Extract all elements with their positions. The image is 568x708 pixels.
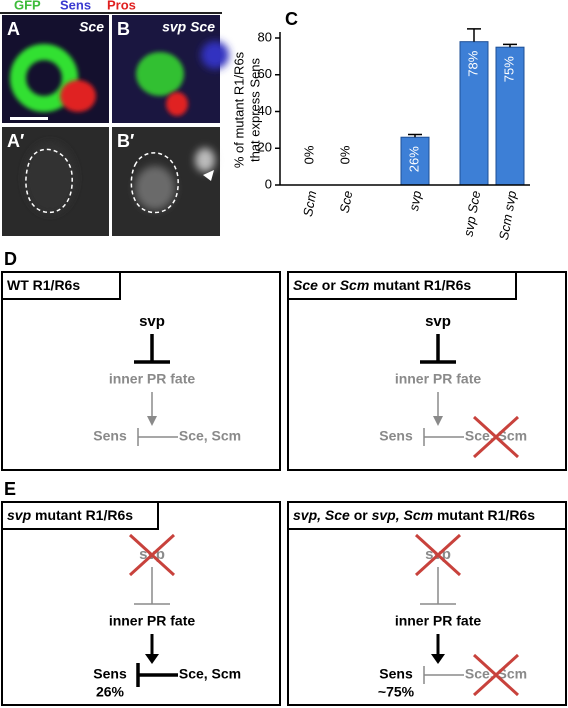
panel-label: C [285, 9, 298, 29]
diagram-title: Sce or Scm mutant R1/R6s [293, 277, 471, 293]
panel-label: A [7, 19, 20, 39]
genotype-label: Sce [79, 19, 104, 35]
inhibition [134, 567, 170, 605]
panel-label: E [4, 479, 16, 499]
node-svp: svp [425, 313, 451, 330]
diagram-title: svp, Sce or svp, Scm mutant R1/R6s [293, 507, 535, 523]
percent: 26% [96, 684, 125, 700]
node-sens: Sens [93, 428, 127, 444]
bar [459, 41, 489, 186]
y-tick-label: 0 [265, 176, 272, 191]
cross [472, 653, 520, 697]
error-bar [467, 28, 481, 42]
y-tick-label: 20 [258, 140, 272, 155]
panel-label: A′ [7, 131, 24, 151]
x-tick-label: svp [406, 190, 424, 213]
y-tick-label: 80 [258, 29, 272, 44]
title-part: svp, Sce [293, 507, 350, 523]
cross [414, 533, 462, 577]
value-label: 78% [465, 50, 480, 76]
title-part: svp, Scm [372, 507, 433, 523]
title-part: svp [7, 507, 32, 523]
arrowhead [147, 416, 157, 426]
node-sens: Sens [379, 666, 413, 682]
node-fate: inner PR fate [395, 371, 482, 387]
node-fate: inner PR fate [395, 613, 482, 629]
title-part: Sce [293, 277, 318, 293]
inhibition [420, 567, 456, 605]
arrowhead [431, 654, 445, 664]
y-tick-label: 40 [258, 103, 272, 118]
inhibition [420, 334, 456, 364]
title-box [287, 501, 567, 530]
channel-label: Sens [60, 0, 91, 12]
diagram-title: svp mutant R1/R6s [7, 507, 133, 523]
cross [128, 533, 176, 577]
node-sce-scm: Sce, Scm [179, 428, 241, 444]
title-part: mutant R1/R6s [433, 507, 535, 523]
node-fate: inner PR fate [109, 371, 196, 387]
y-axis-label: that express Sens [247, 57, 262, 162]
channel-label: GFP [14, 0, 41, 12]
value-label: 0% [301, 145, 316, 164]
inhibition [423, 666, 464, 684]
value-label: 0% [337, 145, 352, 164]
value-label: 75% [501, 56, 516, 82]
y-axis-label: % of mutant R1/R6s [231, 51, 246, 168]
node-sens: Sens [379, 428, 413, 444]
inhibition [137, 428, 178, 446]
panel-label: D [4, 249, 17, 269]
inhibition [423, 428, 464, 446]
node-sens: Sens [93, 666, 127, 682]
error-bar [503, 43, 517, 48]
diagrams: WT R1/R6s svp inner PR fate Sens Sce, Scm Sce… [1, 271, 567, 706]
micrograph [2, 127, 109, 236]
inhibition [134, 334, 170, 364]
title-part: or [350, 507, 372, 523]
y-tick-label: 60 [258, 66, 272, 81]
arrowhead [145, 654, 159, 664]
channel-label: Pros [107, 0, 136, 12]
node-fate: inner PR fate [109, 613, 196, 629]
x-tick-label: Sce [337, 190, 356, 215]
error-bar [408, 133, 422, 138]
micrograph [2, 15, 109, 123]
title-box [287, 271, 517, 300]
node-svp: svp [139, 313, 165, 330]
legend-rule [0, 12, 222, 14]
inhibition [136, 663, 178, 687]
x-tick-label: Scm svp [496, 190, 519, 242]
percent: ~75% [378, 684, 415, 700]
title-box [1, 271, 121, 300]
title-part: Scm [340, 277, 370, 293]
title-part: mutant R1/R6s [31, 507, 133, 523]
micrograph [112, 127, 220, 236]
x-tick-label: Scm [300, 189, 319, 217]
panel-label: B′ [117, 131, 134, 151]
arrowhead [433, 416, 443, 426]
node-sce-scm: Sce, Scm [179, 666, 241, 682]
bar [400, 136, 430, 186]
cross [472, 415, 520, 459]
genotype-label: svp Sce [162, 19, 215, 35]
value-label: 26% [406, 146, 421, 172]
bar-chart: 0 20 40 60 80 % of mutant R1/R6s that express … [231, 28, 530, 242]
panel-label: B [117, 19, 130, 39]
x-tick-label: svp Sce [461, 190, 484, 238]
title-part: mutant R1/R6s [369, 277, 471, 293]
diagram-title: WT R1/R6s [7, 277, 80, 293]
diagram-box [1, 271, 281, 471]
micrograph [112, 15, 229, 123]
bar [495, 46, 525, 186]
title-part: or [318, 277, 340, 293]
title-box [1, 501, 159, 530]
title-part: WT R1/R6s [7, 277, 80, 293]
